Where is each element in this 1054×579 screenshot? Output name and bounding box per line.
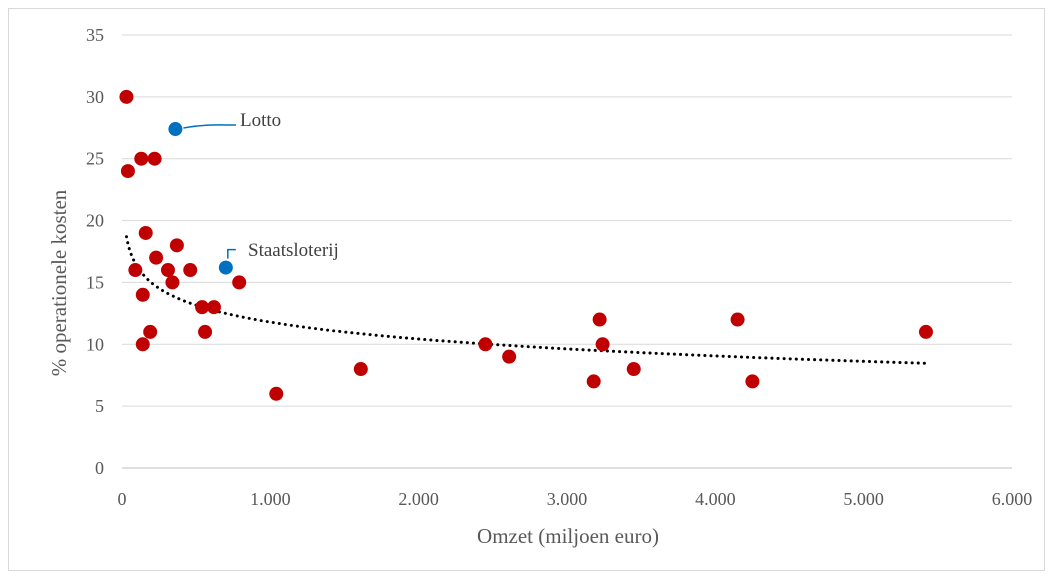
y-tick-label: 20 (86, 211, 104, 231)
data-point (120, 164, 135, 179)
data-point (478, 337, 493, 352)
x-tick-label: 6.000 (992, 489, 1033, 509)
highlighted-point (218, 260, 233, 275)
data-point (128, 263, 143, 278)
x-tick-label: 0 (118, 489, 127, 509)
data-point (183, 263, 198, 278)
callout-leader-line (183, 124, 236, 129)
data-points (119, 89, 933, 401)
y-tick-label: 15 (86, 272, 104, 292)
data-point (149, 250, 164, 265)
x-tick-label: 4.000 (695, 489, 736, 509)
data-point (353, 362, 368, 377)
y-tick-labels: 0 5 10 15 20 25 30 35 (86, 25, 104, 478)
data-point (502, 349, 517, 364)
y-tick-label: 10 (86, 334, 104, 354)
data-point (206, 300, 221, 315)
chart-frame (8, 8, 1045, 571)
data-point (918, 324, 933, 339)
data-point (135, 287, 150, 302)
data-point (135, 337, 150, 352)
y-tick-label: 0 (95, 458, 104, 478)
data-point (147, 151, 162, 166)
highlighted-points: Lotto Staatsloterij (168, 110, 339, 275)
highlighted-point (168, 122, 183, 137)
gridlines (122, 34, 1012, 407)
data-point (195, 300, 210, 315)
data-point (232, 275, 247, 290)
data-point (745, 374, 760, 389)
x-tick-label: 1.000 (250, 489, 291, 509)
data-point (138, 225, 153, 240)
x-axis-title: Omzet (miljoen euro) (477, 524, 659, 548)
data-point (134, 151, 149, 166)
x-tick-label: 5.000 (843, 489, 884, 509)
data-point (586, 374, 601, 389)
y-tick-label: 5 (95, 396, 104, 416)
callout-leader-line (227, 248, 236, 259)
data-point (119, 89, 134, 104)
data-point (592, 312, 607, 327)
y-tick-label: 35 (86, 25, 104, 45)
data-point (143, 324, 158, 339)
data-point (730, 312, 745, 327)
point-label: Staatsloterij (248, 240, 339, 261)
y-axis-title: % operationele kosten (47, 189, 71, 376)
x-tick-label: 2.000 (398, 489, 439, 509)
x-tick-label: 3.000 (547, 489, 588, 509)
data-point (198, 324, 213, 339)
x-tick-labels: 0 1.000 2.000 3.000 4.000 5.000 6.000 (118, 489, 1033, 509)
y-tick-label: 30 (86, 87, 104, 107)
data-point (595, 337, 610, 352)
trendline (125, 235, 928, 365)
data-point (269, 386, 284, 401)
point-label: Lotto (240, 110, 281, 131)
data-point (160, 263, 175, 278)
data-point (165, 275, 180, 290)
data-point (169, 238, 184, 253)
data-point (626, 362, 641, 377)
y-tick-label: 25 (86, 149, 104, 169)
